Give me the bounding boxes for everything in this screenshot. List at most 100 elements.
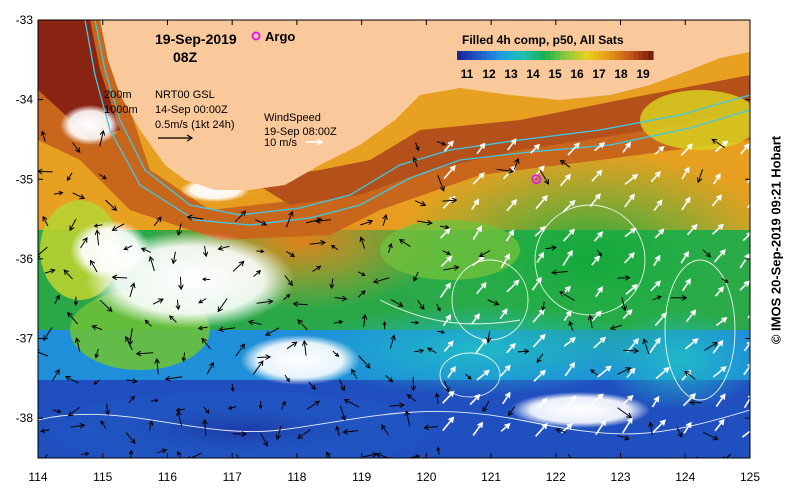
current-arrow bbox=[536, 353, 544, 364]
wind-arrow bbox=[739, 280, 750, 291]
colorbar-tick-label: 19 bbox=[636, 67, 650, 81]
current-arrow bbox=[642, 338, 650, 355]
current-arrow bbox=[80, 451, 90, 457]
isobath-1000m bbox=[84, 20, 750, 226]
current-arrow bbox=[541, 301, 546, 312]
wind-date: 19-Sep 08:00Z bbox=[264, 126, 337, 138]
wind-arrow bbox=[597, 365, 612, 378]
argo-float-marker[interactable] bbox=[531, 174, 542, 185]
y-tick-label: -33 bbox=[16, 13, 34, 27]
wind-arrow bbox=[747, 173, 750, 184]
colorbar-swatch bbox=[476, 51, 483, 60]
wind-arrow bbox=[680, 250, 690, 264]
colorbar-swatch bbox=[535, 51, 541, 60]
wind-arrow bbox=[472, 255, 486, 267]
colorbar-swatch bbox=[618, 51, 625, 60]
current-arrow bbox=[201, 277, 211, 282]
current-arrow bbox=[38, 168, 53, 175]
current-arrow bbox=[333, 319, 344, 325]
current-arrow bbox=[387, 242, 393, 254]
wind-arrow bbox=[439, 282, 451, 298]
wind-arrow bbox=[531, 276, 542, 291]
wind-arrow bbox=[625, 283, 639, 295]
current-arrow bbox=[111, 223, 125, 231]
current-scale-arrow bbox=[158, 134, 194, 142]
current-arrow bbox=[247, 319, 262, 326]
current-arrow bbox=[104, 403, 111, 416]
current-arrow bbox=[351, 368, 358, 380]
wind-arrow bbox=[566, 394, 577, 408]
y-tick-label: -38 bbox=[16, 411, 34, 425]
colorbar-swatch bbox=[628, 51, 634, 60]
current-arrow bbox=[721, 277, 729, 283]
wind-arrow bbox=[623, 252, 635, 264]
current-arrow bbox=[171, 251, 177, 265]
wind-arrow bbox=[532, 333, 546, 348]
colorbar-swatch bbox=[574, 51, 581, 60]
current-arrow bbox=[382, 214, 388, 226]
wind-arrow bbox=[651, 395, 660, 408]
current-arrow bbox=[285, 210, 294, 228]
current-arrow bbox=[517, 348, 530, 355]
current-arrow bbox=[389, 334, 396, 349]
colorbar-swatch bbox=[559, 51, 566, 60]
current-arrow bbox=[443, 265, 460, 271]
wind-arrow bbox=[685, 309, 697, 323]
current-arrow bbox=[617, 367, 632, 375]
current-arrow bbox=[217, 326, 236, 333]
colorbar-swatch bbox=[540, 51, 546, 60]
colorbar-swatch bbox=[564, 51, 571, 60]
current-arrow bbox=[156, 448, 168, 454]
colorbar-swatch bbox=[623, 51, 630, 60]
current-arrow bbox=[487, 299, 500, 306]
current-arrow bbox=[40, 428, 50, 434]
current-arrow bbox=[670, 295, 688, 301]
current-arrow bbox=[125, 432, 136, 445]
current-arrow bbox=[312, 265, 322, 272]
wind-arrow bbox=[712, 339, 724, 354]
current-arrow bbox=[198, 298, 207, 304]
current-arrow bbox=[545, 245, 558, 251]
wind-arrow bbox=[684, 338, 699, 350]
current-arrow bbox=[202, 245, 209, 258]
x-tick-label: 125 bbox=[740, 470, 760, 484]
wind-arrow bbox=[595, 286, 603, 298]
current-arrow bbox=[98, 173, 107, 180]
colorbar-swatch bbox=[550, 51, 556, 60]
current-arrow bbox=[38, 349, 49, 357]
current-arrow bbox=[389, 402, 405, 409]
current-arrow bbox=[100, 420, 107, 429]
wind-arrow bbox=[652, 419, 666, 433]
current-arrow bbox=[44, 268, 56, 274]
current-date: 14-Sep 00:00Z bbox=[155, 104, 228, 116]
wind-arrow bbox=[715, 393, 726, 408]
current-arrow bbox=[551, 269, 568, 276]
current-arrow bbox=[554, 427, 567, 434]
current-arrow bbox=[375, 452, 390, 458]
wind-arrow bbox=[711, 194, 723, 207]
current-arrow bbox=[423, 424, 438, 431]
current-arrow bbox=[695, 456, 698, 458]
colorbar-swatch bbox=[545, 51, 551, 60]
current-arrow bbox=[332, 350, 340, 357]
current-arrow bbox=[67, 406, 81, 417]
wind-arrow bbox=[535, 194, 548, 210]
colorbar-tick-label: 13 bbox=[504, 67, 518, 81]
wind-arrow bbox=[681, 166, 690, 180]
current-arrow bbox=[286, 251, 296, 257]
wind-arrow bbox=[476, 142, 486, 155]
wind-arrow bbox=[622, 309, 633, 320]
current-arrow bbox=[361, 313, 368, 328]
colorbar-tick-label: 17 bbox=[592, 67, 606, 81]
wind-arrow bbox=[595, 419, 607, 436]
colorbar-swatch bbox=[599, 51, 605, 60]
vector-field bbox=[38, 129, 750, 458]
colorbar-swatch bbox=[638, 51, 644, 60]
current-arrow bbox=[202, 418, 208, 436]
current-arrow bbox=[436, 446, 441, 455]
isobath-200m bbox=[94, 20, 750, 216]
colorbar-swatch bbox=[520, 51, 527, 60]
wind-arrow bbox=[530, 143, 541, 154]
current-arrow bbox=[306, 400, 321, 410]
current-arrow bbox=[175, 407, 185, 413]
